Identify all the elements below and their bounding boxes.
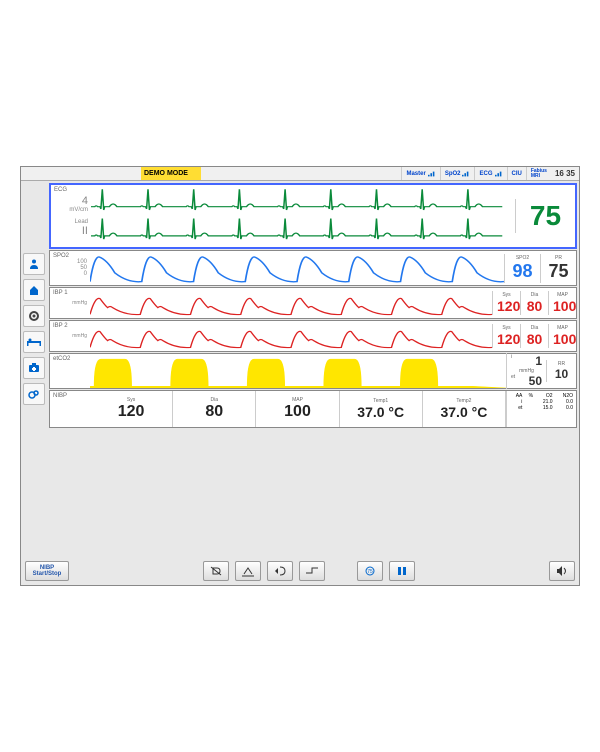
ibp1-panel[interactable]: IBP 1 mmHg Sys120 Dia80 MAP100 (49, 287, 577, 319)
alarm-suspend-button[interactable] (235, 561, 261, 581)
pause-button[interactable] (389, 561, 415, 581)
etco2-panel[interactable]: etCO2 i1 mmHg et50 RR10 (49, 353, 577, 389)
bottom-toolbar: NIBP Start/Stop 75 (21, 557, 579, 585)
spo2-value: 98 (509, 261, 536, 282)
heart-rate: 75 (520, 200, 571, 232)
left-sidebar (21, 181, 47, 557)
speaker-button[interactable] (549, 561, 575, 581)
alarm-config-button[interactable] (267, 561, 293, 581)
svg-text:75: 75 (367, 569, 373, 575)
ecg-panel[interactable]: ECG 4 mV/cm Lead II 75 (49, 183, 577, 249)
chip-fabius[interactable]: Fabius MRI (526, 167, 551, 180)
bed-icon[interactable] (23, 331, 45, 353)
cycle-button[interactable]: 75 (357, 561, 383, 581)
chip-ecg[interactable]: ECG (474, 167, 506, 180)
status-bar: DEMO MODE Master SpO2 ECG CIU Fabius MRI… (21, 167, 579, 181)
spo2-panel[interactable]: SPO2 100 50 0 SPO298 PR75 (49, 250, 577, 286)
nibp-panel: NIBP Sys120 Dia80 MAP100 Temp137.0 °C Te… (49, 390, 577, 428)
home-icon[interactable] (23, 279, 45, 301)
ibp2-waveform (90, 321, 492, 351)
demo-mode-badge: DEMO MODE (141, 167, 201, 180)
ibp2-panel[interactable]: IBP 2 mmHg Sys120 Dia80 MAP100 (49, 320, 577, 352)
ibp1-waveform (90, 288, 492, 318)
chip-ciu[interactable]: CIU (507, 167, 526, 180)
alarm-silence-button[interactable] (203, 561, 229, 581)
trend-button[interactable] (299, 561, 325, 581)
nibp-startstop-button[interactable]: NIBP Start/Stop (25, 561, 69, 581)
kit-icon[interactable] (23, 357, 45, 379)
oxygen-icon[interactable] (23, 383, 45, 405)
clock: 16 35 (551, 167, 579, 180)
ecg-waveform (91, 185, 515, 247)
chip-spo2[interactable]: SpO2 (440, 167, 475, 180)
spo2-waveform (90, 251, 504, 285)
patient-monitor: DEMO MODE Master SpO2 ECG CIU Fabius MRI… (20, 166, 580, 586)
gas-readout: AA%O2N2O i21.00.0 et15.00.0 (506, 391, 576, 427)
gear-icon[interactable] (23, 305, 45, 327)
pr-value: 75 (545, 261, 572, 282)
chip-master[interactable]: Master (401, 167, 439, 180)
etco2-waveform (90, 354, 506, 388)
ecg-title: ECG (54, 187, 67, 193)
person-icon[interactable] (23, 253, 45, 275)
